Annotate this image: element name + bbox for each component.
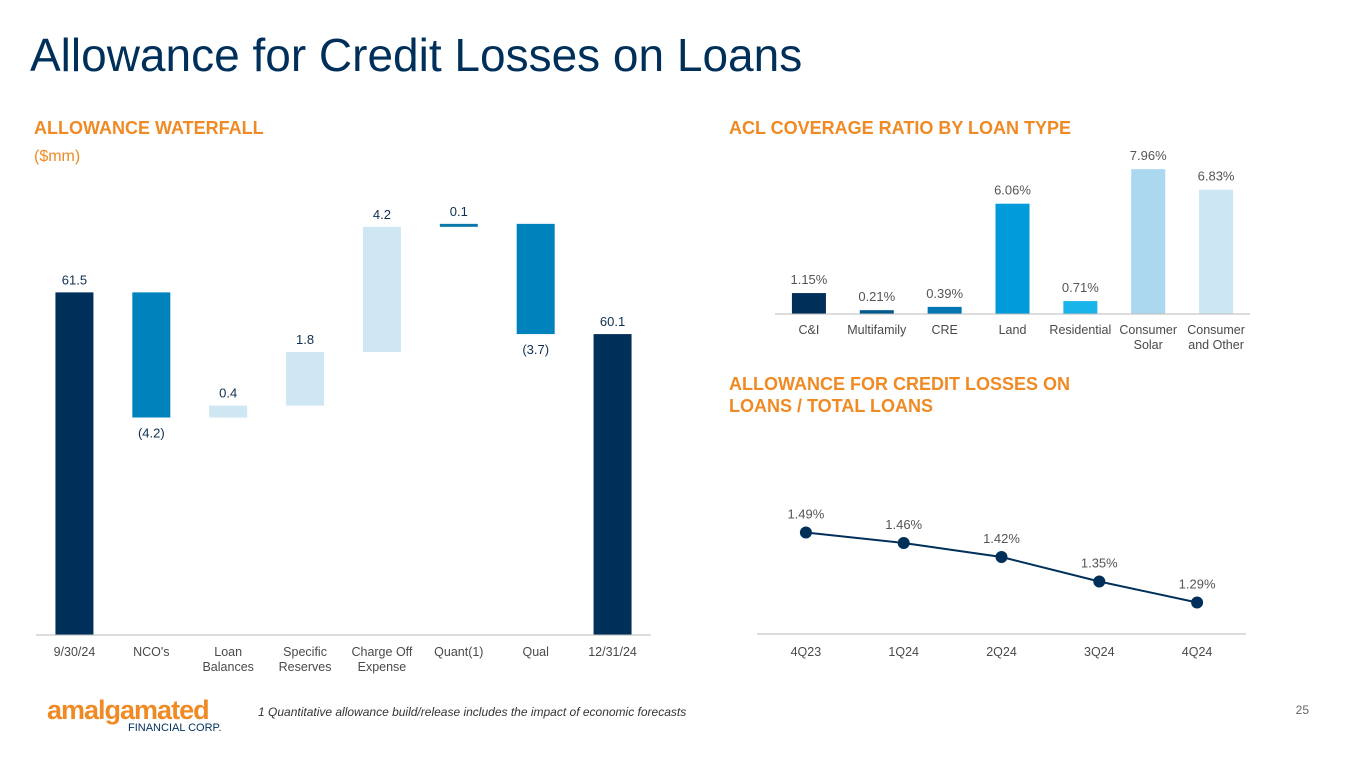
x-tick-label: Specific Reserves — [279, 645, 332, 674]
bar — [362, 226, 401, 352]
bar — [593, 334, 632, 635]
x-tick-label: Charge Off Expense — [351, 645, 412, 674]
bar — [791, 293, 826, 314]
marker — [1093, 575, 1106, 588]
logo: amalgamated — [47, 695, 209, 725]
x-tick-label: 1Q24 — [888, 645, 919, 659]
chart-subtitle: ($mm) — [34, 148, 80, 165]
bar — [439, 223, 478, 227]
footnote: 1 Quantitative allowance build/release i… — [258, 705, 686, 719]
x-tick-label: C&I — [799, 323, 820, 337]
bar — [55, 292, 94, 635]
x-tick-label: Consumer Solar — [1119, 323, 1177, 352]
x-tick-label: Consumer and Other — [1187, 323, 1245, 352]
data-label: (4.2) — [138, 426, 165, 441]
x-tick-label: 12/31/24 — [588, 645, 637, 659]
data-label: 1.49% — [787, 507, 824, 522]
data-label: 0.39% — [926, 286, 963, 301]
data-label: 0.1 — [450, 204, 468, 219]
x-tick-label: Qual — [522, 645, 548, 659]
x-tick-label: CRE — [931, 323, 957, 337]
data-label: 7.96% — [1130, 148, 1167, 163]
data-label: 1.42% — [983, 531, 1020, 546]
bar — [132, 292, 171, 418]
x-tick-label: 2Q24 — [986, 645, 1017, 659]
x-tick-label: 4Q23 — [791, 645, 822, 659]
x-tick-label: Multifamily — [847, 323, 907, 337]
data-label: 0.4 — [219, 386, 237, 401]
x-tick-label: Quant(1) — [434, 645, 483, 659]
x-tick-label: 4Q24 — [1182, 645, 1213, 659]
bar — [1199, 189, 1234, 314]
bar — [1131, 169, 1166, 314]
bar — [995, 203, 1030, 314]
data-label: 1.8 — [296, 332, 314, 347]
chart-title: ALLOWANCE FOR CREDIT LOSSES ON LOANS / TO… — [729, 374, 1070, 416]
bar — [1063, 301, 1098, 314]
bar — [209, 405, 248, 418]
data-label: 0.21% — [858, 289, 895, 304]
x-tick-label: Land — [999, 323, 1027, 337]
chart-title: ACL COVERAGE RATIO BY LOAN TYPE — [729, 118, 1071, 138]
marker — [897, 537, 910, 549]
bar — [286, 351, 325, 406]
marker — [995, 551, 1008, 563]
marker — [1191, 596, 1204, 609]
bar — [859, 310, 894, 314]
page-number: 25 — [1296, 703, 1310, 717]
bar — [516, 223, 555, 335]
x-tick-label: 3Q24 — [1084, 645, 1115, 659]
data-label: 1.46% — [885, 517, 922, 532]
data-label: 1.15% — [790, 272, 827, 287]
x-tick-label: Loan Balances — [202, 645, 253, 674]
x-tick-label: NCO's — [133, 645, 169, 659]
data-label: 61.5 — [62, 272, 87, 287]
data-label: 6.83% — [1198, 169, 1235, 184]
data-label: 4.2 — [373, 207, 391, 222]
data-label: (3.7) — [522, 342, 549, 357]
x-tick-label: Residential — [1049, 323, 1111, 337]
data-label: 60.1 — [600, 314, 625, 329]
marker — [799, 526, 812, 539]
logo-subtitle: FINANCIAL CORP. — [128, 722, 222, 734]
slide-title: Allowance for Credit Losses on Loans — [30, 29, 802, 81]
chart-title: ALLOWANCE WATERFALL — [34, 118, 264, 138]
data-label: 1.35% — [1081, 556, 1118, 571]
data-label: 0.71% — [1062, 280, 1099, 295]
data-label: 6.06% — [994, 183, 1031, 198]
bar — [927, 306, 962, 314]
data-label: 1.29% — [1179, 577, 1216, 592]
x-tick-label: 9/30/24 — [54, 645, 96, 659]
